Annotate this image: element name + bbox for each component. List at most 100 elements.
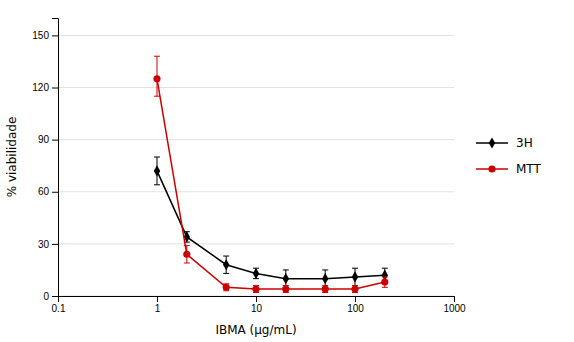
legend-entry: MTT <box>476 162 541 176</box>
grid <box>58 35 454 296</box>
error-cap <box>382 268 388 269</box>
tick: 90 <box>38 134 58 145</box>
legend-label: 3H <box>516 136 533 150</box>
point <box>352 271 358 282</box>
tick-mark <box>355 296 356 302</box>
point <box>223 284 230 291</box>
error-bar <box>154 157 160 185</box>
error-bar <box>223 256 229 273</box>
legend-symbol <box>489 137 495 148</box>
tick: 0.1 <box>52 296 66 314</box>
axis-line <box>52 19 59 297</box>
legend: 3H MTT <box>476 136 541 176</box>
legend-symbol <box>488 165 495 172</box>
error-cap <box>154 56 160 57</box>
error-cap <box>154 96 160 97</box>
marks <box>153 56 388 292</box>
error-bar <box>382 277 388 287</box>
tick-mark <box>52 296 58 297</box>
error-cap <box>382 287 388 288</box>
tick-label: 150 <box>32 30 49 41</box>
tick-label: 90 <box>38 134 50 145</box>
chart: 0.1 1 10 100 1000 0 30 60 90 120 150 IBMA (μg/mL) % … <box>0 0 574 342</box>
point <box>154 165 160 176</box>
error-cap <box>283 269 289 270</box>
y-axis: 0 30 60 90 120 150 <box>32 19 58 302</box>
error-cap <box>382 276 388 277</box>
line <box>157 79 385 289</box>
tick-label: 0 <box>43 291 49 302</box>
grid-line <box>58 139 454 140</box>
error-bar <box>253 286 259 293</box>
error-cap <box>184 262 190 263</box>
grid-line <box>58 191 454 192</box>
error-bar <box>223 284 229 291</box>
tick-mark <box>52 244 58 245</box>
tick-label: 30 <box>38 239 50 250</box>
point <box>322 285 329 292</box>
x-axis-title: IBMA (μg/mL) <box>215 323 296 337</box>
tick: 100 <box>347 296 364 314</box>
error-cap <box>154 184 160 185</box>
point <box>153 75 160 82</box>
tick-label: 1000 <box>443 303 466 314</box>
error-cap <box>184 245 190 246</box>
error-bar <box>283 286 289 293</box>
error-cap <box>352 268 358 269</box>
tick: 1 <box>155 296 161 314</box>
tick-mark <box>157 296 158 302</box>
plot: 0.1 1 10 100 1000 0 30 60 90 120 150 <box>32 19 466 315</box>
point <box>322 273 328 284</box>
error-cap <box>154 157 160 158</box>
tick-label: 60 <box>38 186 50 197</box>
tick: 150 <box>32 30 58 41</box>
tick-mark <box>454 296 455 302</box>
point <box>351 285 358 292</box>
error-cap <box>223 273 229 274</box>
tick-label: 120 <box>32 82 49 93</box>
y-axis-title: % viabilidade <box>5 117 19 198</box>
error-bar <box>322 270 328 287</box>
point <box>283 273 289 284</box>
error-bar <box>352 286 358 293</box>
tick-label: 100 <box>347 303 364 314</box>
error-bar <box>322 286 328 293</box>
point <box>282 285 289 292</box>
error-cap <box>223 256 229 257</box>
tick-mark <box>52 35 58 36</box>
legend-label: MTT <box>516 162 541 176</box>
point <box>253 268 259 279</box>
tick: 10 <box>251 296 263 314</box>
line <box>157 171 385 279</box>
tick-label: 1 <box>155 303 161 314</box>
point <box>183 251 190 258</box>
tick-mark <box>52 88 58 89</box>
tick-label: 10 <box>251 303 263 314</box>
grid-line <box>58 35 454 36</box>
tick-label: 0.1 <box>52 303 66 314</box>
tick: 30 <box>38 239 58 250</box>
series <box>154 157 388 287</box>
tick: 120 <box>32 82 58 93</box>
tick-mark <box>52 192 58 193</box>
tick: 0 <box>43 291 58 302</box>
grid-line <box>58 243 454 244</box>
point <box>223 259 229 270</box>
tick-mark <box>256 296 257 302</box>
x-axis: 0.1 1 10 100 1000 <box>52 296 467 314</box>
legend-entry: 3H <box>476 136 533 150</box>
tick: 1000 <box>443 296 466 314</box>
point <box>252 285 259 292</box>
series <box>153 56 388 292</box>
tick-mark <box>52 140 58 141</box>
error-bar <box>253 268 259 278</box>
axis-line <box>59 297 455 303</box>
error-bar <box>283 270 289 287</box>
error-bar <box>352 268 358 285</box>
error-bar <box>154 56 160 96</box>
point <box>381 279 388 286</box>
grid-line <box>58 87 454 88</box>
error-bar <box>184 246 190 263</box>
error-cap <box>322 269 328 270</box>
tick: 60 <box>38 186 58 197</box>
